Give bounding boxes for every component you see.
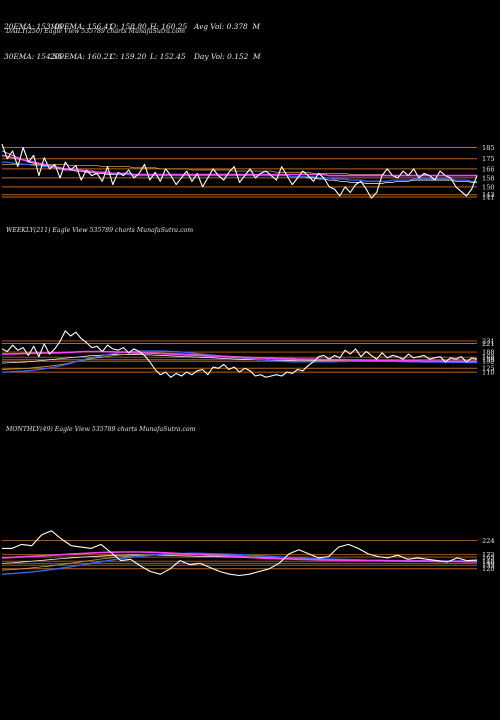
ema-line-1 (1, 154, 477, 177)
ema200-stat: 200EMA: 160.21 (50, 52, 114, 61)
level-label: 120 (482, 565, 495, 573)
level-label: 140 (482, 560, 495, 568)
level-label: 166 (482, 165, 495, 173)
price-line (1, 143, 478, 199)
level-label: 125 (482, 365, 495, 373)
ema20-stat: 20EMA: 153.46 (4, 22, 63, 31)
stats-row-1: 20EMA: 153.46100EMA: 156.41O: 158.80 H: 1… (4, 22, 261, 32)
chart-title: MONTHLY(49) Eagle View 535789 charts Mun… (5, 426, 196, 433)
ema-line-1 (1, 551, 477, 563)
level-label: 150 (482, 183, 495, 191)
level-label: 133 (482, 562, 495, 570)
ema100-stat: 100EMA: 156.41 (50, 22, 114, 31)
level-label: 168 (482, 354, 495, 362)
level-label: 152 (482, 358, 495, 366)
ema30-stat: 30EMA: 154.55 (4, 52, 63, 61)
high-stat: H: 160.25 (150, 22, 188, 31)
chart-panel-2: WEEKLY(211) Eagle View 535789 charts Mun… (1, 227, 495, 378)
level-label: 231 (482, 337, 495, 345)
stats-row-2: 30EMA: 154.55200EMA: 160.21C: 159.20 L: 1… (4, 52, 261, 62)
chart-panel-1: DAILY(250) Eagle View 535789 charts Muna… (1, 28, 495, 201)
chart-title: WEEKLY(211) Eagle View 535789 charts Mun… (6, 227, 193, 234)
ema-line-1 (2, 350, 477, 363)
chart-title: DAILY(250) Eagle View 535789 charts Muna… (5, 28, 185, 35)
level-label: 158 (482, 174, 495, 182)
day-vol-stat: Day Vol: 0.152 M (194, 52, 261, 61)
open-stat: O: 158.80 (110, 22, 147, 31)
level-label: 175 (482, 155, 495, 163)
ema-line-2 (2, 161, 477, 182)
level-label: 148 (482, 558, 495, 566)
level-label: 163 (482, 554, 495, 562)
avg-vol-stat: Avg Vol: 0.378 M (194, 22, 261, 31)
level-label: 185 (482, 144, 495, 152)
level-label: 221 (482, 340, 495, 348)
level-label: 224 (482, 537, 495, 545)
price-line (1, 330, 478, 378)
level-label: 172 (482, 551, 495, 559)
level-label: 110 (482, 369, 495, 377)
close-stat: C: 159.20 (110, 52, 147, 61)
level-label: 188 (482, 348, 495, 356)
level-label: 141 (482, 193, 495, 201)
chart-panel-3: MONTHLY(49) Eagle View 535789 charts Mun… (1, 426, 495, 577)
level-label: 158 (482, 356, 495, 364)
price-line (2, 530, 478, 577)
level-label: 143 (482, 191, 495, 199)
stats-header: 20EMA: 153.46100EMA: 156.41O: 158.80 H: 1… (4, 2, 261, 72)
low-stat: L: 152.45 (150, 52, 186, 61)
